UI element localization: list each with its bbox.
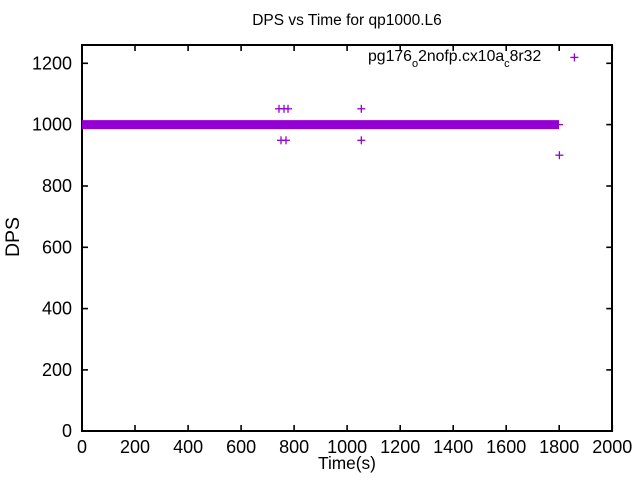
svg-text:600: 600 [42, 237, 72, 257]
svg-text:0: 0 [62, 421, 72, 441]
svg-text:1000: 1000 [32, 115, 72, 135]
svg-text:pg176o2nofp.cx10ac8r32: pg176o2nofp.cx10ac8r32 [368, 48, 541, 70]
svg-text:2000: 2000 [592, 437, 632, 457]
svg-text:200: 200 [120, 437, 150, 457]
svg-text:DPS vs Time for qp1000.L6: DPS vs Time for qp1000.L6 [252, 12, 442, 29]
svg-text:1200: 1200 [32, 53, 72, 73]
svg-text:400: 400 [173, 437, 203, 457]
svg-text:800: 800 [279, 437, 309, 457]
svg-text:800: 800 [42, 176, 72, 196]
svg-text:0: 0 [77, 437, 87, 457]
svg-text:200: 200 [42, 360, 72, 380]
svg-text:1600: 1600 [486, 437, 526, 457]
svg-text:1800: 1800 [539, 437, 579, 457]
svg-text:1200: 1200 [380, 437, 420, 457]
svg-text:1000: 1000 [327, 437, 367, 457]
svg-text:600: 600 [226, 437, 256, 457]
svg-text:1400: 1400 [433, 437, 473, 457]
svg-text:400: 400 [42, 299, 72, 319]
svg-text:DPS: DPS [2, 217, 24, 257]
